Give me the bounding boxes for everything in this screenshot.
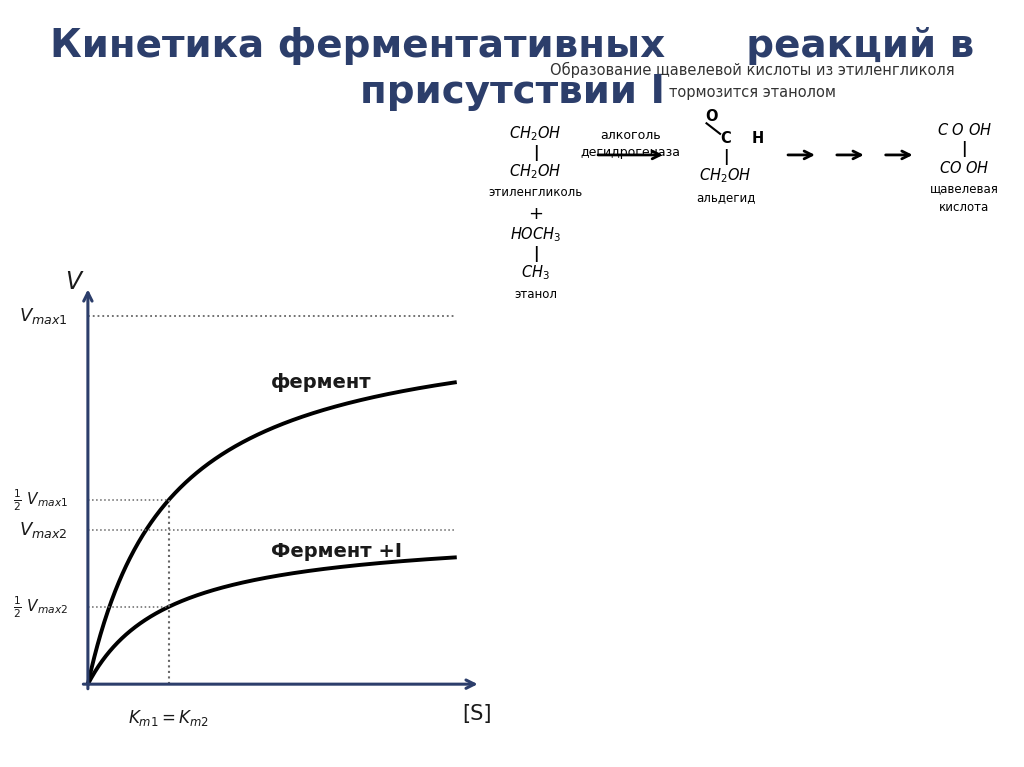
Text: $\frac{1}{2}\ V_{max1}$: $\frac{1}{2}\ V_{max1}$	[12, 487, 68, 513]
Text: $CH_2OH$: $CH_2OH$	[509, 163, 562, 181]
Text: |: |	[962, 140, 967, 156]
Text: O: O	[706, 110, 718, 124]
Text: присутствии I: присутствии I	[359, 73, 665, 111]
Text: алкоголь: алкоголь	[600, 130, 660, 143]
Text: $CH_3$: $CH_3$	[521, 264, 550, 282]
Text: Образование щавелевой кислоты из этиленгликоля: Образование щавелевой кислоты из этиленг…	[550, 62, 955, 78]
Text: фермент: фермент	[271, 373, 372, 392]
Text: $K_{m1} = K_{m2}$: $K_{m1} = K_{m2}$	[128, 708, 209, 728]
Text: альдегид: альдегид	[696, 191, 755, 203]
Text: H: H	[752, 130, 764, 146]
Text: $V_{max2}$: $V_{max2}$	[19, 519, 68, 539]
Text: этанол: этанол	[514, 288, 557, 301]
Text: |: |	[532, 246, 539, 262]
Text: $CH_2OH$: $CH_2OH$	[509, 124, 562, 143]
Text: $C O\ OH$: $C O\ OH$	[939, 160, 989, 176]
Text: $HOC H_3$: $HOC H_3$	[510, 225, 561, 245]
Text: дегидрогеназа: дегидрогеназа	[581, 146, 681, 160]
Text: $C\ O\ OH$: $C\ O\ OH$	[937, 122, 992, 137]
Text: Фермент +I: Фермент +I	[271, 542, 402, 561]
Text: $CH_2OH$: $CH_2OH$	[699, 166, 752, 186]
Text: Кинетика ферментативных      реакций в: Кинетика ферментативных реакций в	[50, 27, 974, 65]
Text: +: +	[528, 205, 543, 223]
Text: [S]: [S]	[462, 704, 492, 724]
Text: $V_{max1}$: $V_{max1}$	[19, 306, 68, 326]
Text: $\frac{1}{2}\ V_{max2}$: $\frac{1}{2}\ V_{max2}$	[12, 594, 68, 620]
Text: C: C	[720, 130, 731, 146]
Text: кислота: кислота	[939, 201, 989, 214]
Text: V: V	[66, 270, 81, 294]
Text: |: |	[723, 149, 728, 165]
Text: щавелевая: щавелевая	[930, 183, 998, 195]
Text: |: |	[532, 145, 539, 161]
Text: этиленгликоль: этиленгликоль	[488, 186, 583, 199]
Text: тормозится этанолом: тормозится этанолом	[669, 85, 837, 100]
